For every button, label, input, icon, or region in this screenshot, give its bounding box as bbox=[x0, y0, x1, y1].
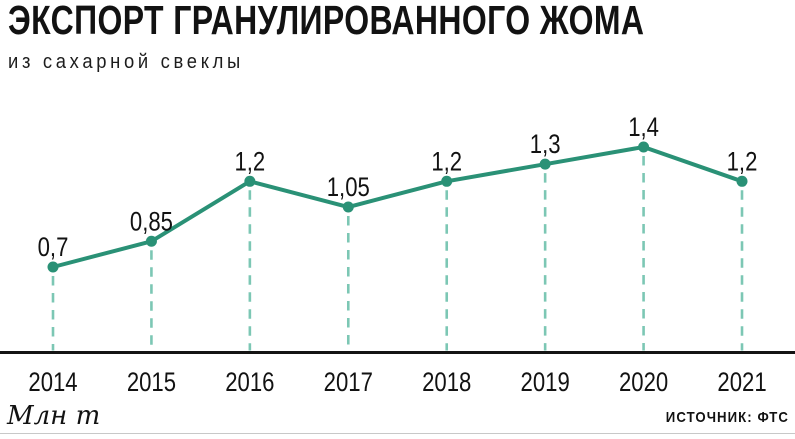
bottom-divider bbox=[0, 433, 795, 434]
x-axis-label: 2016 bbox=[225, 368, 274, 398]
x-axis-label: 2020 bbox=[619, 368, 668, 398]
x-axis-label: 2015 bbox=[127, 368, 176, 398]
x-axis-label: 2018 bbox=[422, 368, 471, 398]
data-point-label: 1,2 bbox=[234, 147, 265, 177]
data-point-label: 1,4 bbox=[628, 113, 659, 143]
data-point bbox=[441, 175, 453, 187]
data-point-label: 1,05 bbox=[327, 173, 370, 203]
x-axis-label: 2019 bbox=[521, 368, 570, 398]
data-point-label: 0,85 bbox=[130, 207, 173, 237]
data-point bbox=[539, 158, 551, 170]
data-point-label: 1,3 bbox=[530, 130, 561, 160]
x-axis-label: 2017 bbox=[324, 368, 373, 398]
trend-line bbox=[51, 145, 745, 269]
data-point-label: 1,2 bbox=[727, 147, 758, 177]
x-axis-label: 2014 bbox=[28, 368, 77, 398]
data-point bbox=[638, 141, 650, 153]
x-axis-label: 2021 bbox=[717, 368, 766, 398]
page-subtitle: из сахарной свеклы bbox=[8, 51, 244, 73]
data-point bbox=[736, 175, 748, 187]
source-label: ИСТОЧНИК: ФТС bbox=[665, 409, 789, 426]
unit-label: Млн т bbox=[7, 401, 101, 431]
data-point-label: 0,7 bbox=[38, 233, 69, 263]
data-point-label: 1,2 bbox=[431, 147, 462, 177]
page-title: ЭКСПОРТ ГРАНУЛИРОВАННОГО ЖОМА bbox=[8, 0, 645, 43]
data-point bbox=[342, 201, 354, 213]
data-point bbox=[244, 175, 256, 187]
data-point bbox=[145, 235, 157, 247]
data-point bbox=[47, 261, 59, 273]
